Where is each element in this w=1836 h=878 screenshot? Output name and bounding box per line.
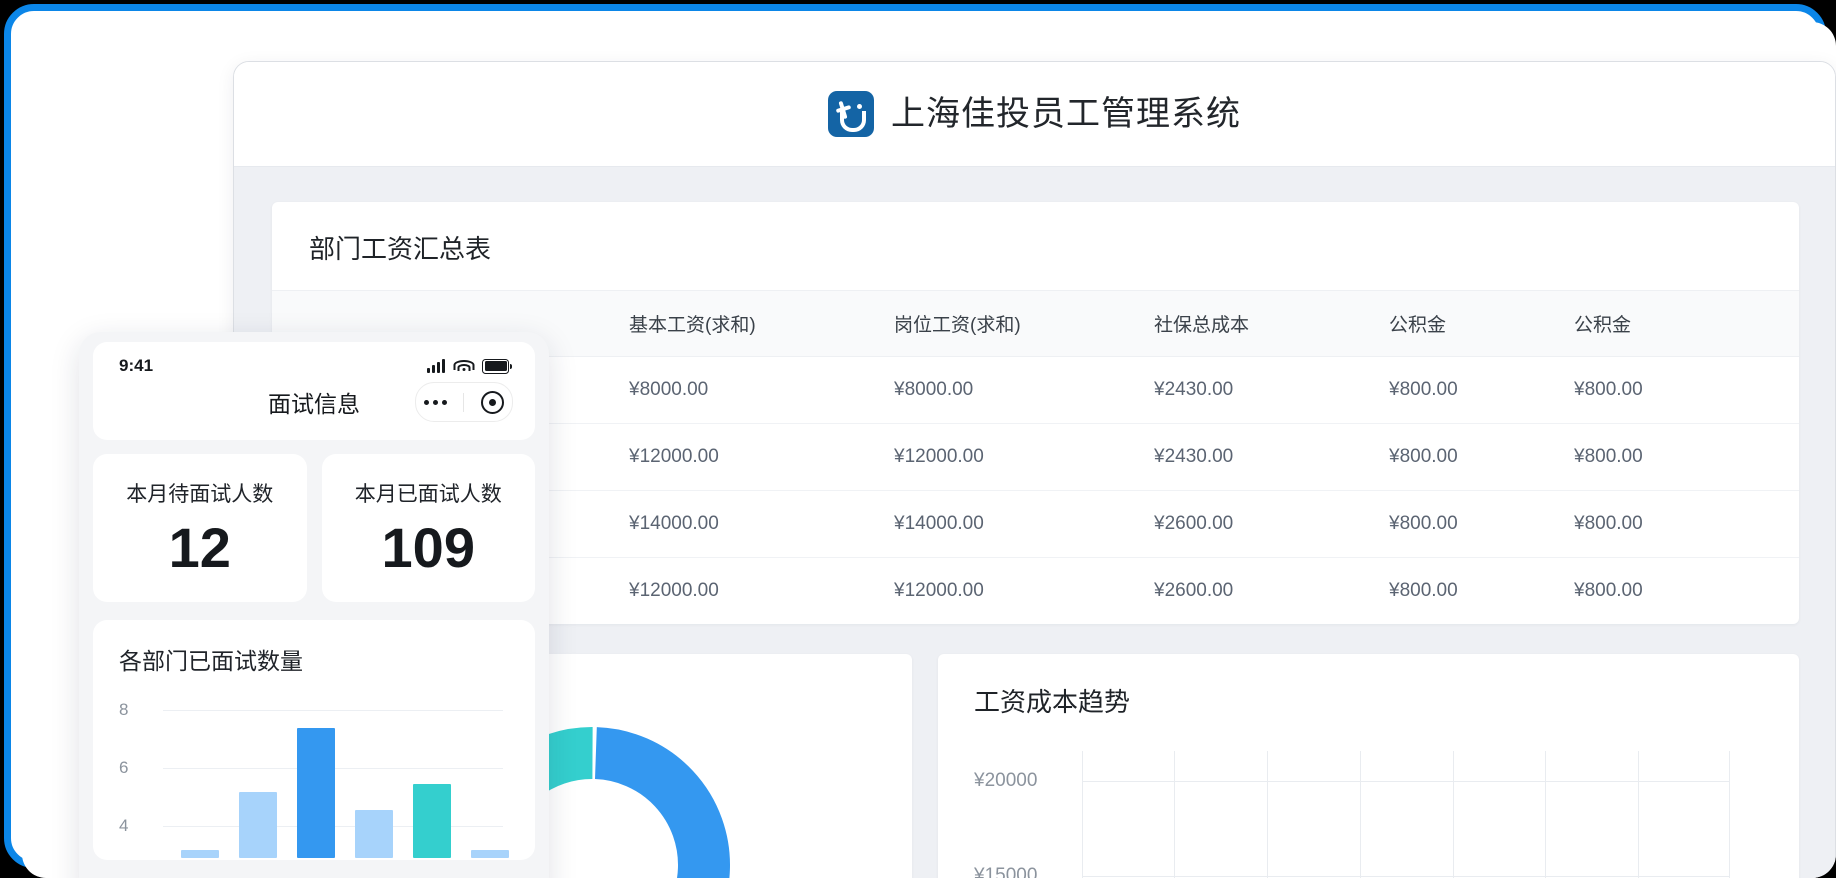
y-tick-8: 8 — [119, 700, 129, 719]
cell-3-1: ¥12000.00 — [629, 580, 719, 601]
bar-3[interactable] — [355, 810, 393, 858]
column-header-3[interactable]: 社保总成本 — [1154, 290, 1389, 357]
stat-label: 本月已面试人数 — [354, 483, 502, 506]
wifi-icon — [453, 359, 474, 373]
cell-1-1: ¥12000.00 — [629, 423, 894, 491]
trend-grid — [1082, 751, 1730, 878]
more-dots-icon[interactable] — [424, 399, 448, 405]
bar-0[interactable] — [181, 850, 219, 858]
bar-2[interactable] — [297, 728, 335, 858]
bar-5[interactable] — [471, 850, 509, 858]
cell-1-2: ¥12000.00 — [894, 423, 1154, 491]
cell-0-4: ¥800.00 — [1389, 356, 1574, 424]
cell-3-5: ¥800.00 — [1574, 580, 1643, 601]
device-inner-screen: 上海佳投员工管理系统 部门工资汇总表 基本工资(求和) 岗位工资(求和 — [22, 22, 1836, 878]
cell-2-5: ¥800.00 — [1574, 490, 1799, 558]
cell-0-3: ¥2430.00 — [1154, 356, 1389, 424]
column-header-4[interactable]: 公积金 — [1389, 290, 1574, 357]
cell-1-4: ¥800.00 — [1389, 423, 1574, 491]
bar-1[interactable] — [239, 792, 277, 858]
column-header-2[interactable]: 岗位工资(求和) — [894, 290, 1154, 357]
signal-bars-icon — [427, 359, 445, 373]
table-row[interactable]: ¥12000.00 ¥12000.00 ¥2430.00 ¥800.00 ¥80… — [272, 423, 1799, 491]
cell-0-1: ¥8000.00 — [629, 356, 894, 424]
cell-1-3: ¥2430.00 — [1154, 423, 1389, 491]
cell-0-2: ¥8000.00 — [894, 356, 1154, 424]
stat-label: 本月待面试人数 — [126, 483, 274, 506]
y-tick-6: 6 — [119, 758, 129, 777]
app-header: 上海佳投员工管理系统 — [234, 62, 1835, 167]
battery-icon — [482, 358, 512, 374]
trend-chart-title: 工资成本趋势 — [974, 687, 1131, 717]
bar-grid — [163, 698, 509, 858]
cell-2-2: ¥14000.00 — [894, 490, 1154, 558]
stat-card-pending[interactable]: 本月待面试人数 12 — [93, 454, 307, 602]
stat-card-done[interactable]: 本月已面试人数 109 — [321, 454, 535, 602]
stat-value: 12 — [168, 516, 231, 579]
bar-chart-card: 各部门已面试数量 8 6 4 — [93, 620, 535, 860]
salary-table: 基本工资(求和) 岗位工资(求和) 社保总成本 公积金 公积金 — [272, 290, 1799, 624]
column-header-5[interactable]: 公积金 — [1574, 290, 1799, 357]
cell-0-5: ¥800.00 — [1574, 356, 1799, 424]
cell-1-5: ¥800.00 — [1574, 423, 1799, 491]
phone-mockup: 9:41 面试信息 — [79, 332, 549, 878]
status-bar: 9:41 — [93, 342, 535, 376]
trend-chart-plot[interactable]: ¥20000 ¥15000 ¥10000 — [974, 751, 1730, 878]
cell-2-4: ¥800.00 — [1389, 490, 1574, 558]
bar-chart-title: 各部门已面试数量 — [119, 648, 303, 674]
stat-value: 109 — [381, 516, 475, 579]
column-header-1[interactable]: 基本工资(求和) — [629, 290, 894, 357]
salary-table-body: ¥8000.00 ¥8000.00 ¥2430.00 ¥800.00 ¥800.… — [272, 356, 1799, 625]
app-logo-icon — [828, 91, 874, 137]
status-icons — [427, 358, 512, 374]
status-time: 9:41 — [119, 356, 154, 375]
donut-slice-blue — [454, 727, 730, 878]
y-tick-15000: ¥15000 — [974, 865, 1038, 878]
cell-3-4: ¥800.00 — [1389, 580, 1458, 601]
phone-top-bar: 9:41 面试信息 — [93, 342, 535, 440]
target-circle-icon[interactable] — [480, 390, 504, 414]
y-tick-4: 4 — [119, 816, 129, 835]
bar-chart-plot[interactable]: 8 6 4 — [119, 698, 519, 858]
brand: 上海佳投员工管理系统 — [828, 91, 1241, 137]
page-title: 上海佳投员工管理系统 — [891, 95, 1241, 133]
device-blue-frame: 上海佳投员工管理系统 部门工资汇总表 基本工资(求和) 岗位工资(求和 — [4, 4, 1836, 878]
cell-3-2: ¥12000.00 — [894, 580, 984, 601]
miniprogram-capsule[interactable] — [415, 382, 513, 422]
cell-3-3: ¥2600.00 — [1154, 580, 1234, 601]
cell-2-1: ¥14000.00 — [629, 490, 894, 558]
phone-nav-title: 面试信息 — [268, 391, 360, 417]
stat-cards-row: 本月待面试人数 12 本月已面试人数 109 — [93, 454, 535, 602]
salary-card-title: 部门工资汇总表 — [309, 234, 492, 264]
bar-4[interactable] — [413, 784, 451, 858]
cell-2-3: ¥2600.00 — [1154, 490, 1389, 558]
table-row[interactable]: ¥12000.00 ¥12000.00 ¥2600.00 ¥800.00 ¥80… — [272, 558, 1799, 625]
trend-line-svg — [1082, 751, 1730, 878]
trend-chart-card: 工资成本趋势 ¥20000 ¥15000 ¥10000 — [938, 654, 1799, 878]
phone-nav-bar: 面试信息 — [93, 376, 535, 428]
y-tick-20000: ¥20000 — [974, 770, 1038, 791]
capsule-divider — [463, 392, 465, 412]
